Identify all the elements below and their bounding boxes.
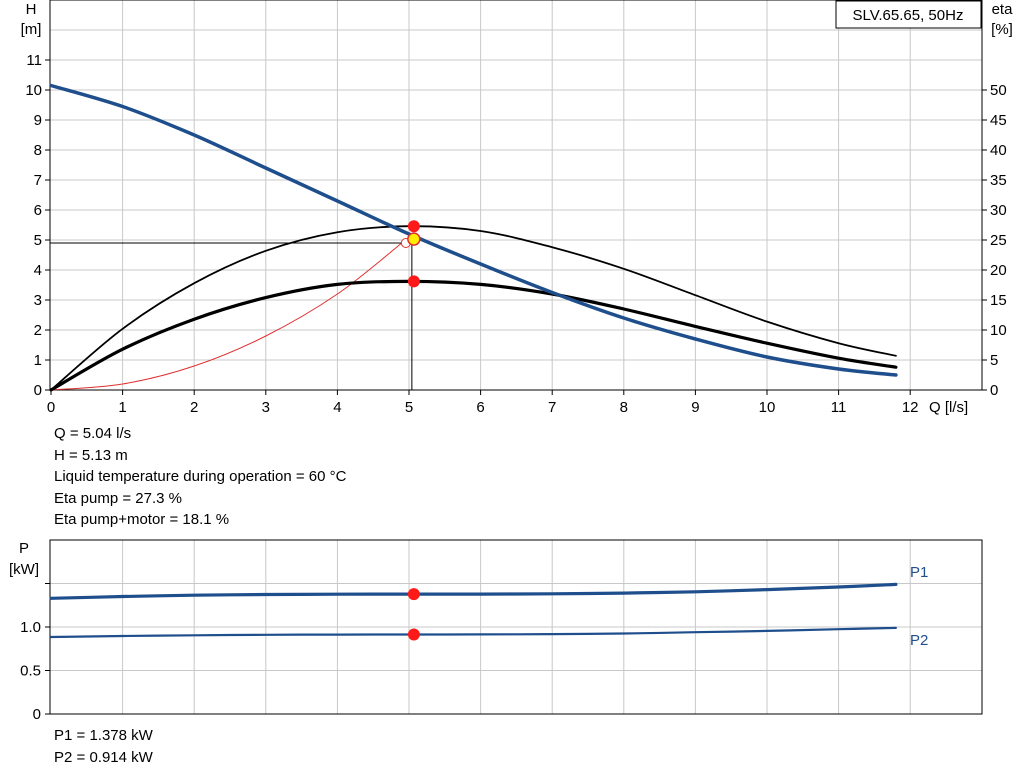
plot-frame [49,0,983,391]
info-p1: P1 = 1.378 kW [54,727,153,744]
y-left-tick-label: 11 [26,52,42,69]
x-tick-label: 9 [691,399,699,416]
y-left-tick-label: 8 [34,142,42,159]
eta-pump-motor-marker [407,275,420,288]
y-left-tick-label: 3 [34,292,42,309]
y-right-tick-label: 5 [990,352,998,369]
x-tick-label: 0 [47,399,55,416]
y-left-tick-label: 10 [25,82,42,99]
p1-marker [407,588,420,601]
head-efficiency-plot: 0 1 2 3 4 5 6 7 8 9 10 11 12012345678910110510152025… [21,0,1014,416]
y-right-tick-label: 10 [990,322,1007,339]
title-box-text: SLV.65.65, 50Hz [853,7,964,24]
power-info: P1 = 1.378 kW P2 = 0.914 kW [54,725,153,768]
eta-pump-marker [407,220,420,233]
y-left-tick-label: 4 [34,262,42,279]
y-left-tick-label: 1 [34,352,42,369]
y-left-tick-label: 9 [34,112,42,129]
p2-marker [407,628,420,641]
p2-series-label: P2 [910,632,928,649]
info-eta-pump-motor: Eta pump+motor = 18.1 % [54,511,230,528]
info-p2: P2 = 0.914 kW [54,748,153,766]
x-axis-label: Q [l/s] [929,399,968,416]
x-tick-label: 2 [190,399,198,416]
x-tick-label: 8 [620,399,628,416]
y-axis-unit: [kW] [9,561,39,578]
y-tick-label: 0.5 [20,663,41,680]
power-plot: 0 0.5 1.0 P [kW] P1 P2 [9,539,983,723]
x-tick-label: 5 [405,399,413,416]
y-right-tick-label: 40 [990,142,1007,159]
y-right-axis-unit: [%] [991,21,1013,38]
p1-curve [49,582,898,600]
title-box-frame [835,0,982,29]
y-tick-label: 0 [33,706,41,723]
x-tick-label: 6 [476,399,484,416]
x-tick-label: 11 [831,399,847,416]
operating-point-info: Q = 5.04 l/s H = 5.13 m Liquid temperatu… [54,423,346,531]
y-left-axis-unit: [m] [21,21,42,38]
x-tick-label: 7 [548,399,556,416]
y-left-tick-label: 5 [34,232,42,249]
y-right-tick-label: 25 [990,232,1007,249]
y-right-tick-label: 30 [990,202,1007,219]
system-curve [50,242,403,391]
duty-point-marker [407,232,421,246]
p2-curve [49,626,897,639]
y-left-tick-label: 6 [34,202,42,219]
y-right-tick-label: 15 [990,292,1007,309]
eta-pump-curve [50,225,897,391]
x-tick-label: 1 [118,399,126,416]
y-left-tick-label: 7 [34,172,42,189]
y-right-tick-label: 45 [990,112,1007,129]
y-tick-label: 1.0 [20,619,41,636]
x-tick-label: 3 [262,399,270,416]
info-head: H = 5.13 m [54,446,128,464]
eta-pump-motor-curve [49,279,898,392]
y-axis-label: P [19,540,29,557]
y-left-axis-label: H [26,1,37,18]
x-tick-label: 10 [759,399,776,416]
y-right-tick-label: 20 [990,262,1007,279]
y-right-tick-label: 50 [990,82,1007,99]
y-left-tick-label: 0 [34,382,42,399]
x-tick-label: 4 [333,399,341,416]
info-eta-pump: Eta pump = 27.3 % [54,489,182,507]
y-right-tick-label: 35 [990,172,1007,189]
y-right-axis-label: eta [992,1,1014,18]
info-liquid-temperature: Liquid temperature during operation = 60… [54,468,347,485]
x-tick-label: 12 [902,399,919,416]
p1-series-label: P1 [910,564,928,581]
head-curve [49,83,898,377]
title-box: SLV.65.65, 50Hz [835,0,982,29]
y-right-tick-label: 0 [990,382,998,399]
y-left-tick-label: 2 [34,322,42,339]
info-flow: Q = 5.04 l/s [54,425,132,442]
